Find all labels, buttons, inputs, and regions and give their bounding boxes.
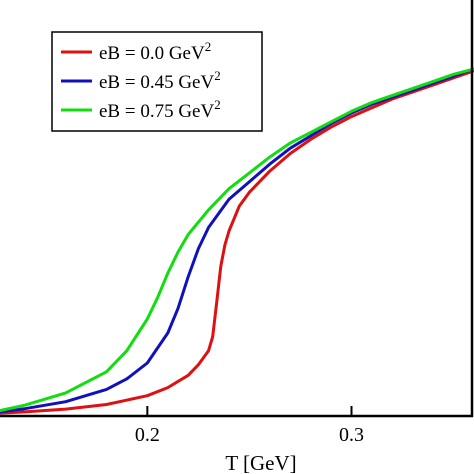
legend: eB = 0.0 GeV2 eB = 0.45 GeV2 eB = 0.75 GeV… xyxy=(51,31,263,132)
legend-label-superscript: 2 xyxy=(214,68,221,83)
x-tick-label: 0.3 xyxy=(339,424,364,446)
series-line-1 xyxy=(0,67,474,414)
series-line-2 xyxy=(0,67,474,413)
x-ticks: 0.2 0.3 xyxy=(135,406,364,446)
plot-lines xyxy=(0,67,474,415)
legend-label-2: eB = 0.75 GeV2 xyxy=(99,97,221,122)
x-axis-label: T [GeV] xyxy=(225,451,296,474)
legend-label-1: eB = 0.45 GeV2 xyxy=(99,68,221,93)
plot-frame xyxy=(0,0,474,418)
legend-label-superscript: 2 xyxy=(214,97,221,112)
legend-label-superscript: 2 xyxy=(205,39,212,54)
legend-entries: eB = 0.0 GeV2 eB = 0.45 GeV2 eB = 0.75 GeV… xyxy=(61,39,221,122)
series-line-0 xyxy=(0,69,474,415)
legend-label-0: eB = 0.0 GeV2 xyxy=(99,39,211,64)
x-tick-label: 0.2 xyxy=(135,424,160,446)
